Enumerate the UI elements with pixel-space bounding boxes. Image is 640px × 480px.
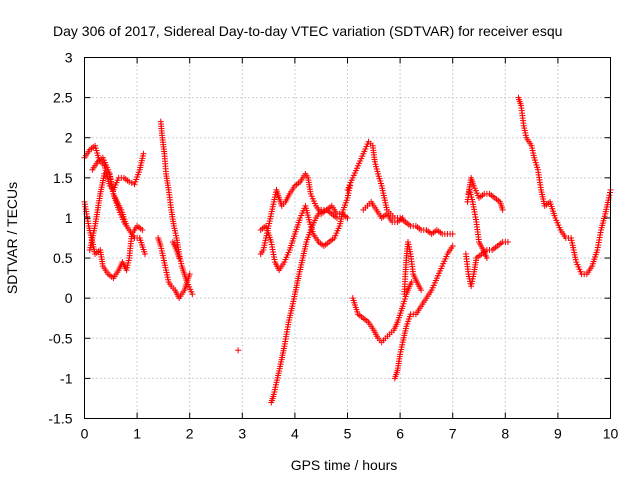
x-tick-label: 4 xyxy=(291,426,299,442)
y-axis-title: SDTVAR / TECUs xyxy=(4,182,20,294)
data-point xyxy=(128,180,135,187)
y-tick-label: -1.5 xyxy=(48,411,72,427)
y-tick-label: -1 xyxy=(60,370,73,386)
chart-title: Day 306 of 2017, Sidereal Day-to-day VTE… xyxy=(53,23,562,39)
y-tick-label: 0.5 xyxy=(53,250,73,266)
y-tick-label: 1.5 xyxy=(53,170,73,186)
data-point xyxy=(606,189,613,196)
x-tick-label: 6 xyxy=(396,426,404,442)
x-tick-label: 5 xyxy=(344,426,352,442)
y-tick-label: 2.5 xyxy=(53,90,73,106)
data-point xyxy=(176,255,183,262)
data-point xyxy=(126,178,133,185)
data-point xyxy=(140,150,147,157)
y-tick-label: 0 xyxy=(65,290,73,306)
data-point xyxy=(333,214,340,221)
data-point xyxy=(189,291,196,298)
data-point xyxy=(483,255,490,262)
x-tick-label: 8 xyxy=(501,426,509,442)
data-point xyxy=(504,239,511,246)
x-tick-label: 9 xyxy=(554,426,562,442)
y-tick-label: 2 xyxy=(65,130,73,146)
data-point xyxy=(449,230,456,237)
data-point xyxy=(139,226,146,233)
data-point xyxy=(123,222,130,229)
data-point xyxy=(418,287,425,294)
x-tick-label: 2 xyxy=(186,426,194,442)
x-tick-label: 10 xyxy=(603,426,619,442)
data-point xyxy=(344,214,351,221)
y-tick-label: 3 xyxy=(65,50,73,66)
x-axis-title: GPS time / hours xyxy=(291,457,398,473)
y-tick-label: 1 xyxy=(65,210,73,226)
data-point xyxy=(186,271,193,278)
data-point xyxy=(235,347,242,354)
x-tick-label: 7 xyxy=(449,426,457,442)
data-points xyxy=(81,94,614,406)
x-tick-label: 0 xyxy=(81,426,89,442)
data-point xyxy=(606,192,613,199)
y-tick-label: -0.5 xyxy=(48,330,72,346)
x-tick-label: 3 xyxy=(238,426,246,442)
data-point xyxy=(141,251,148,258)
data-point xyxy=(449,243,456,250)
x-tick-label: 1 xyxy=(133,426,141,442)
grid xyxy=(84,57,611,419)
data-point xyxy=(499,206,506,213)
axis-ticks: 0 1 2 3 4 5 6 7 8 9 10 -1.5 -1 -0.5 0 0.5 1 1.5 2 2.5 3 xyxy=(48,50,618,442)
data-point xyxy=(408,279,415,286)
data-point xyxy=(399,214,406,221)
